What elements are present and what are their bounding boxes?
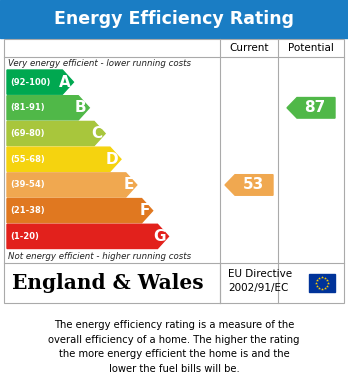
- Text: C: C: [91, 126, 102, 141]
- Text: E: E: [124, 178, 134, 192]
- Text: (81-91): (81-91): [10, 103, 45, 112]
- Bar: [4, 39, 344, 303]
- Polygon shape: [7, 199, 153, 223]
- Polygon shape: [7, 96, 89, 120]
- Text: 53: 53: [242, 178, 264, 192]
- Polygon shape: [225, 175, 273, 195]
- Text: (21-38): (21-38): [10, 206, 45, 215]
- Bar: [309, 274, 335, 292]
- Polygon shape: [287, 97, 335, 118]
- Text: (55-68): (55-68): [10, 155, 45, 164]
- Text: 87: 87: [304, 100, 326, 115]
- Polygon shape: [7, 70, 73, 94]
- Text: EU Directive
2002/91/EC: EU Directive 2002/91/EC: [228, 269, 292, 292]
- Text: Current: Current: [229, 43, 269, 53]
- Polygon shape: [7, 224, 168, 249]
- Text: (39-54): (39-54): [10, 181, 45, 190]
- Text: England & Wales: England & Wales: [12, 273, 204, 293]
- Bar: [0, 0, 348, 38]
- Text: (92-100): (92-100): [10, 77, 50, 87]
- Text: B: B: [75, 100, 86, 115]
- Polygon shape: [7, 147, 121, 171]
- Polygon shape: [7, 122, 105, 145]
- Text: G: G: [153, 229, 166, 244]
- Text: (1-20): (1-20): [10, 232, 39, 241]
- Text: The energy efficiency rating is a measure of the
overall efficiency of a home. T: The energy efficiency rating is a measur…: [48, 320, 300, 373]
- Text: A: A: [59, 75, 70, 90]
- Text: D: D: [105, 152, 118, 167]
- Polygon shape: [7, 173, 137, 197]
- Text: Not energy efficient - higher running costs: Not energy efficient - higher running co…: [8, 252, 191, 261]
- Text: Very energy efficient - lower running costs: Very energy efficient - lower running co…: [8, 59, 191, 68]
- Text: (69-80): (69-80): [10, 129, 45, 138]
- Text: Energy Efficiency Rating: Energy Efficiency Rating: [54, 10, 294, 28]
- Text: Potential: Potential: [288, 43, 334, 53]
- Text: F: F: [139, 203, 150, 218]
